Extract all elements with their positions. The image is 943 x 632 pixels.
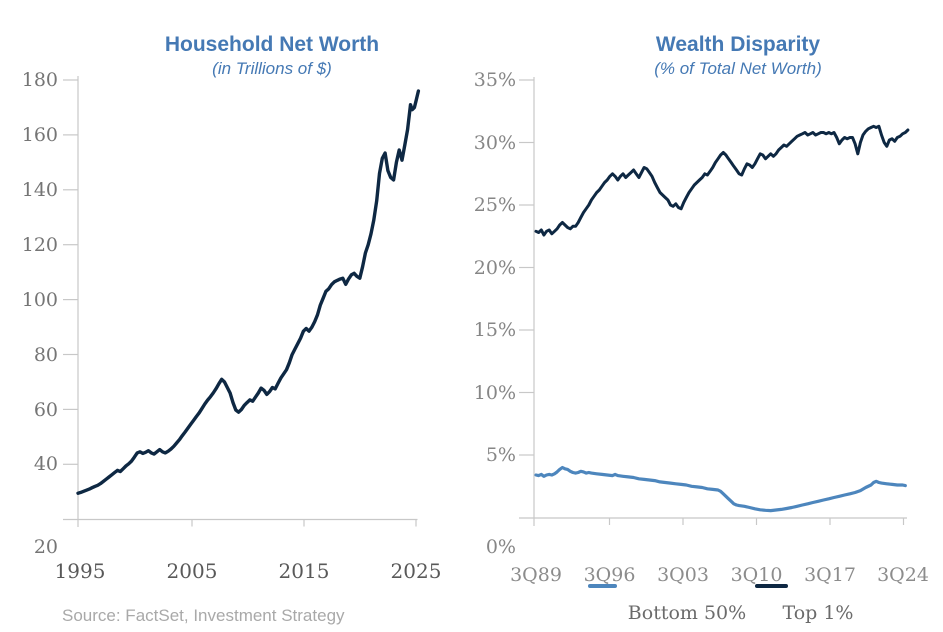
y-tick-label: 60 — [33, 399, 58, 421]
x-tick-label: 3Q89 — [510, 564, 562, 586]
y-tick-label: 25% — [473, 194, 516, 216]
x-tick-label: 3Q17 — [804, 564, 856, 586]
x-tick-label: 1995 — [54, 559, 106, 583]
right-chart-header: Wealth Disparity (% of Total Net Worth) — [568, 33, 908, 79]
x-tick-label: 3Q24 — [877, 564, 929, 586]
y-tick-label: 180 — [21, 69, 58, 91]
y-tick-label: 5% — [485, 444, 516, 466]
y-tick-label: 10% — [473, 381, 516, 404]
y-tick-label: 30% — [473, 131, 516, 154]
left-chart-header: Household Net Worth (in Trillions of $) — [102, 33, 442, 79]
y-tick-label: 15% — [473, 319, 516, 341]
y-tick-label: 20 — [33, 536, 58, 558]
y-tick-label: 80 — [33, 344, 58, 366]
y-tick-label: 40 — [33, 453, 58, 475]
bottom-50--line — [534, 465, 907, 513]
left-chart-title: Household Net Worth — [164, 33, 380, 56]
x-tick-label: 2005 — [166, 559, 218, 583]
household-net-worth-line — [76, 89, 421, 495]
y-tick-label: 20% — [473, 256, 516, 279]
y-tick-label: 120 — [21, 234, 58, 256]
y-tick-label: 100 — [21, 289, 58, 311]
legend-label-top-1: Top 1% — [782, 602, 854, 624]
right-chart-title: Wealth Disparity — [655, 33, 821, 56]
x-tick-label: 3Q96 — [583, 564, 636, 586]
legend-label-bottom-50: Bottom 50% — [627, 602, 747, 624]
x-tick-label: 3Q10 — [730, 564, 783, 586]
legend-swatch-bottom-50 — [588, 583, 617, 588]
left-chart-subtitle: (in Trillions of $) — [212, 59, 332, 78]
top-1--line — [534, 124, 910, 237]
y-tick-label: 140 — [21, 179, 58, 201]
y-tick-label: 160 — [21, 124, 58, 146]
source-note: Source: FactSet, Investment Strategy — [62, 606, 345, 625]
legend-swatch-top-1 — [755, 583, 788, 588]
x-tick-label: 2015 — [278, 559, 330, 583]
x-tick-label: 2025 — [390, 559, 442, 583]
x-tick-label: 3Q03 — [657, 564, 709, 586]
y-tick-label: 35% — [473, 69, 516, 91]
y-tick-label: 0% — [485, 536, 516, 558]
right-chart-subtitle: (% of Total Net Worth) — [654, 59, 822, 78]
